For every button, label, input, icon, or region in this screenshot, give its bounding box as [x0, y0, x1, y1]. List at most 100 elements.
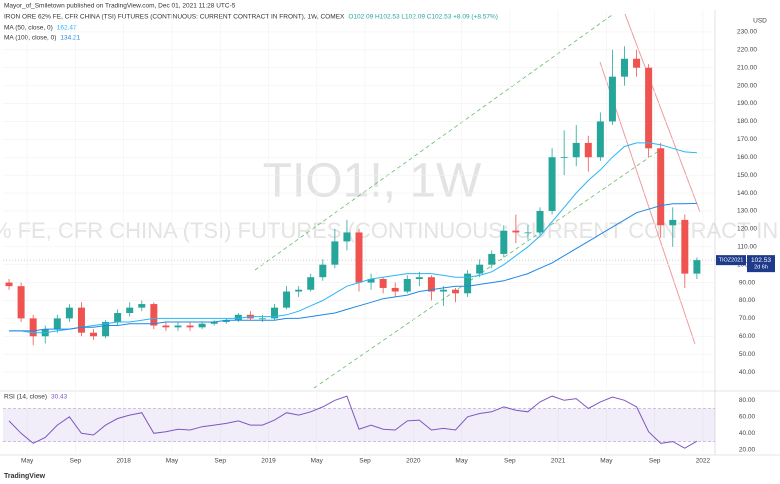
candle-body	[5, 282, 13, 287]
candle-body	[271, 307, 279, 319]
ma-line	[9, 202, 697, 332]
candle-body	[608, 76, 616, 122]
trend-line	[624, 13, 701, 213]
rsi-tick-label: 20.00	[739, 447, 756, 454]
candle-body	[162, 325, 170, 328]
candle-body	[198, 323, 206, 328]
price-tag-symbol-box	[716, 255, 746, 266]
x-tick-label: May	[166, 458, 179, 465]
y-tick-label: 130.00	[737, 208, 757, 215]
candle-body	[65, 307, 73, 319]
candle-body	[681, 219, 689, 274]
x-tick-label: 2020	[406, 458, 421, 465]
candle-body	[90, 332, 98, 337]
x-tick-label: Sep	[70, 458, 82, 465]
y-tick-label: 180.00	[737, 118, 757, 125]
candle-body	[415, 277, 423, 279]
candle-body	[150, 304, 158, 326]
x-tick-label: May	[455, 458, 468, 465]
candle-body	[452, 289, 460, 294]
candle-body	[512, 230, 520, 233]
price-tag-value: 102.53	[751, 257, 771, 264]
candle-body	[114, 313, 122, 322]
candle-body	[186, 325, 194, 328]
candle-body	[17, 286, 25, 319]
candle-body	[319, 264, 327, 278]
rsi-line	[8, 395, 698, 449]
candle-body	[584, 142, 592, 158]
price-tag-box	[747, 255, 775, 273]
candle-body	[500, 230, 508, 254]
candle-body	[476, 264, 484, 274]
candle-body	[367, 278, 375, 283]
x-tick-label: 2018	[116, 458, 131, 465]
x-tick-label: 2019	[261, 458, 276, 465]
candle-body	[77, 307, 85, 333]
candle-body	[174, 325, 182, 328]
watermark-ticker: TIO1!, 1W	[263, 155, 482, 208]
y-tick-label: 200.00	[737, 82, 757, 89]
legend-value: 134.21	[60, 35, 80, 42]
candle-body	[669, 219, 677, 226]
footer: TradingView	[4, 473, 46, 480]
candle-body	[524, 232, 532, 234]
candle-body	[391, 287, 399, 292]
rsi-tick-label: 80.00	[739, 397, 756, 404]
candle-body	[210, 321, 218, 324]
y-unit: USD	[753, 18, 767, 25]
legend-value: 162.47	[57, 25, 77, 32]
candle-body	[138, 304, 146, 308]
rsi-tick-label: 60.00	[739, 414, 756, 421]
candle-body	[379, 278, 387, 288]
candle-body	[620, 58, 628, 77]
x-tick-label: 2021	[551, 458, 566, 465]
y-tick-label: 210.00	[737, 64, 757, 71]
y-tick-label: 70.00	[739, 315, 756, 322]
candle-body	[633, 58, 641, 68]
y-tick-label: 110.00	[737, 243, 757, 250]
candle-body	[464, 273, 472, 294]
y-tick-label: 140.00	[737, 190, 757, 197]
y-tick-label: 50.00	[739, 351, 756, 358]
candle-body	[427, 277, 435, 292]
candle-body	[439, 289, 447, 292]
candle-body	[548, 157, 556, 211]
y-tick-label: 120.00	[737, 226, 757, 233]
price-tag-countdown: 2d 6h	[754, 265, 768, 271]
x-tick-label: May	[311, 458, 324, 465]
y-tick-label: 90.00	[739, 279, 756, 286]
y-tick-label: 190.00	[737, 100, 757, 107]
candle-body	[343, 232, 351, 242]
candle-body	[283, 291, 291, 308]
rsi-tick-label: 40.00	[739, 430, 756, 437]
y-tick-label: 220.00	[737, 47, 757, 54]
candle-body	[307, 277, 315, 290]
legend-name: MA (100, close, 0)	[4, 35, 56, 42]
y-tick-label: 170.00	[737, 136, 757, 143]
x-tick-label: May	[600, 458, 613, 465]
x-tick-label: Sep	[214, 458, 226, 465]
candle-body	[53, 318, 61, 330]
x-tick-label: 2022	[696, 458, 711, 465]
publisher: Mayor_of_Smiletown published on TradingV…	[4, 3, 236, 10]
trend-line	[254, 14, 613, 271]
x-tick-label: May	[21, 458, 34, 465]
candle-body	[572, 142, 580, 158]
x-tick-label: Sep	[649, 458, 661, 465]
y-tick-label: 60.00	[739, 333, 756, 340]
candle-body	[560, 157, 568, 159]
candle-body	[657, 148, 665, 226]
watermark-name: IRON ORE 62% FE, CFR CHINA (TSI) FUTURES…	[0, 218, 780, 243]
candle-body	[258, 318, 266, 320]
symbol-line: IRON ORE 62% FE, CFR CHINA (TSI) FUTURES…	[4, 14, 345, 21]
y-tick-label: 80.00	[739, 297, 756, 304]
candle-body	[596, 121, 604, 158]
y-tick-label: 150.00	[737, 172, 757, 179]
candle-body	[488, 253, 496, 265]
y-tick-label: 40.00	[739, 369, 756, 376]
ma-line	[9, 142, 697, 334]
rsi-name: RSI (14, close)	[4, 394, 47, 401]
price-tag-symbol: TIOZ2021	[719, 258, 744, 264]
